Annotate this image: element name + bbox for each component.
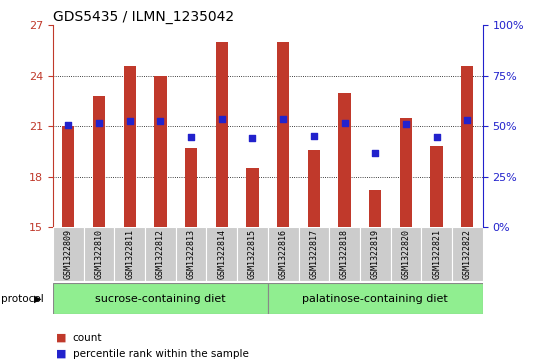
Text: GSM1322809: GSM1322809 (64, 229, 73, 279)
Point (218, 116, 227, 122)
Bar (391, 227, 421, 281)
Bar (308, 150, 320, 227)
Text: GSM1322813: GSM1322813 (186, 229, 196, 279)
Text: ■: ■ (56, 349, 66, 359)
Bar (431, 146, 443, 227)
Point (278, 116, 288, 122)
Bar (360, 227, 391, 281)
Bar (176, 227, 206, 281)
Point (402, 122, 411, 127)
Point (432, 134, 441, 140)
Point (156, 118, 165, 124)
Bar (247, 168, 259, 227)
Point (186, 134, 196, 140)
Bar (369, 190, 382, 227)
Text: GSM1322816: GSM1322816 (278, 229, 288, 279)
Bar (299, 227, 329, 281)
Text: ■: ■ (56, 333, 66, 343)
Bar (124, 66, 136, 227)
Bar (421, 227, 452, 281)
Point (94, 120, 104, 126)
Point (371, 150, 380, 156)
Bar (84, 227, 114, 281)
Bar (53, 227, 84, 281)
Text: count: count (73, 333, 102, 343)
Bar (452, 227, 483, 281)
Text: GSM1322812: GSM1322812 (156, 229, 165, 279)
Text: protocol: protocol (1, 294, 44, 303)
Bar (339, 93, 351, 227)
Bar (461, 66, 474, 227)
Text: GSM1322818: GSM1322818 (340, 229, 349, 279)
Text: sucrose-containing diet: sucrose-containing diet (95, 294, 226, 303)
Text: GSM1322815: GSM1322815 (248, 229, 257, 279)
Bar (277, 42, 290, 227)
Text: GSM1322814: GSM1322814 (217, 229, 227, 279)
Text: percentile rank within the sample: percentile rank within the sample (73, 349, 248, 359)
Point (309, 133, 318, 139)
Bar (268, 283, 483, 314)
Bar (268, 227, 299, 281)
Point (340, 120, 349, 126)
Text: GSM1322821: GSM1322821 (432, 229, 441, 279)
Text: ▶: ▶ (34, 294, 42, 303)
Bar (185, 148, 198, 227)
Bar (216, 42, 228, 227)
Text: GSM1322810: GSM1322810 (94, 229, 104, 279)
Bar (154, 76, 167, 227)
Text: GDS5435 / ILMN_1235042: GDS5435 / ILMN_1235042 (53, 11, 234, 24)
Text: GSM1322822: GSM1322822 (463, 229, 472, 279)
Bar (53, 283, 268, 314)
Point (125, 118, 134, 124)
Point (64, 122, 73, 128)
Bar (237, 227, 268, 281)
Bar (62, 126, 75, 227)
Bar (206, 227, 237, 281)
Point (248, 135, 257, 141)
Point (463, 117, 472, 123)
Bar (145, 227, 176, 281)
Bar (329, 227, 360, 281)
Bar (93, 96, 105, 227)
Bar (114, 227, 145, 281)
Text: GSM1322819: GSM1322819 (371, 229, 380, 279)
Bar (400, 118, 412, 227)
Text: GSM1322817: GSM1322817 (309, 229, 319, 279)
Text: GSM1322820: GSM1322820 (401, 229, 411, 279)
Text: GSM1322811: GSM1322811 (125, 229, 134, 279)
Text: palatinose-containing diet: palatinose-containing diet (302, 294, 448, 303)
